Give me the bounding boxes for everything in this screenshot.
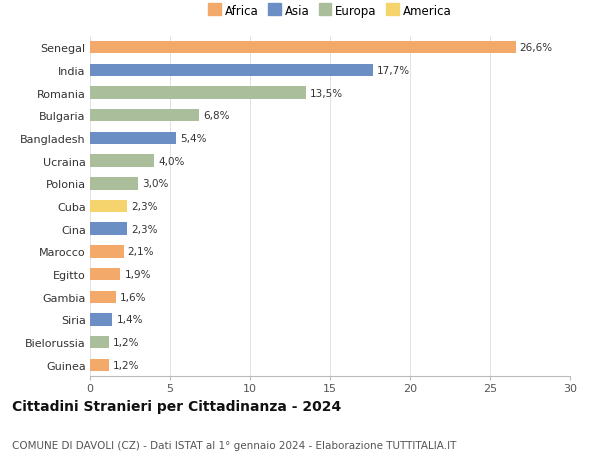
Bar [90, 200, 127, 213]
Bar [90, 359, 109, 371]
Bar [90, 313, 112, 326]
Text: 3,0%: 3,0% [142, 179, 169, 189]
Text: 4,0%: 4,0% [158, 156, 184, 166]
Text: 1,4%: 1,4% [116, 315, 143, 325]
Text: 1,2%: 1,2% [113, 360, 140, 370]
Text: 2,1%: 2,1% [128, 247, 154, 257]
Bar [90, 336, 109, 349]
Text: 13,5%: 13,5% [310, 88, 343, 98]
Bar [90, 42, 515, 54]
Text: 17,7%: 17,7% [377, 66, 410, 76]
Bar [90, 64, 373, 77]
Text: 1,2%: 1,2% [113, 337, 140, 347]
Bar [90, 110, 199, 122]
Text: 5,4%: 5,4% [181, 134, 207, 144]
Bar [90, 178, 138, 190]
Text: Cittadini Stranieri per Cittadinanza - 2024: Cittadini Stranieri per Cittadinanza - 2… [12, 399, 341, 413]
Legend: Africa, Asia, Europa, America: Africa, Asia, Europa, America [208, 5, 452, 18]
Bar [90, 155, 154, 168]
Bar [90, 87, 306, 100]
Bar [90, 132, 176, 145]
Text: 1,9%: 1,9% [124, 269, 151, 280]
Text: 2,3%: 2,3% [131, 202, 157, 212]
Text: 2,3%: 2,3% [131, 224, 157, 234]
Bar [90, 223, 127, 235]
Text: COMUNE DI DAVOLI (CZ) - Dati ISTAT al 1° gennaio 2024 - Elaborazione TUTTITALIA.: COMUNE DI DAVOLI (CZ) - Dati ISTAT al 1°… [12, 440, 457, 450]
Bar [90, 268, 121, 281]
Text: 26,6%: 26,6% [520, 43, 553, 53]
Text: 6,8%: 6,8% [203, 111, 229, 121]
Bar [90, 246, 124, 258]
Text: 1,6%: 1,6% [119, 292, 146, 302]
Bar [90, 291, 116, 303]
